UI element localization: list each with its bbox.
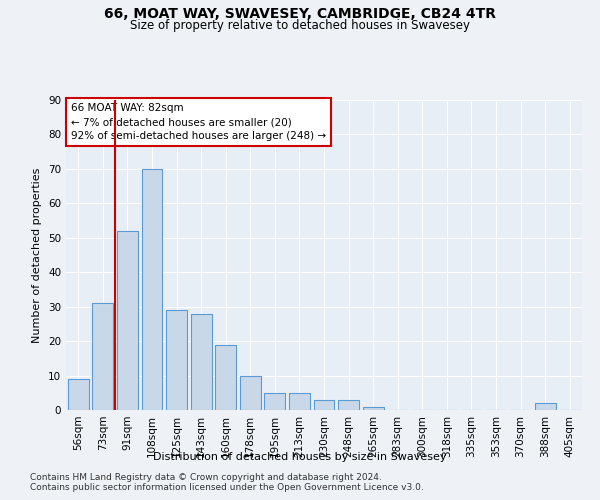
Y-axis label: Number of detached properties: Number of detached properties <box>32 168 43 342</box>
Text: Distribution of detached houses by size in Swavesey: Distribution of detached houses by size … <box>153 452 447 462</box>
Bar <box>535 403 556 410</box>
Bar <box>240 376 261 410</box>
Bar <box>191 314 212 410</box>
Text: 66 MOAT WAY: 82sqm
← 7% of detached houses are smaller (20)
92% of semi-detached: 66 MOAT WAY: 82sqm ← 7% of detached hous… <box>71 103 326 141</box>
Bar <box>314 400 334 410</box>
Text: Size of property relative to detached houses in Swavesey: Size of property relative to detached ho… <box>130 19 470 32</box>
Bar <box>117 231 138 410</box>
Bar <box>92 303 113 410</box>
Bar <box>166 310 187 410</box>
Bar <box>362 406 383 410</box>
Bar <box>215 344 236 410</box>
Text: 66, MOAT WAY, SWAVESEY, CAMBRIDGE, CB24 4TR: 66, MOAT WAY, SWAVESEY, CAMBRIDGE, CB24 … <box>104 8 496 22</box>
Bar <box>68 379 89 410</box>
Bar <box>289 393 310 410</box>
Bar <box>142 169 163 410</box>
Text: Contains public sector information licensed under the Open Government Licence v3: Contains public sector information licen… <box>30 482 424 492</box>
Text: Contains HM Land Registry data © Crown copyright and database right 2024.: Contains HM Land Registry data © Crown c… <box>30 472 382 482</box>
Bar <box>265 393 286 410</box>
Bar <box>338 400 359 410</box>
